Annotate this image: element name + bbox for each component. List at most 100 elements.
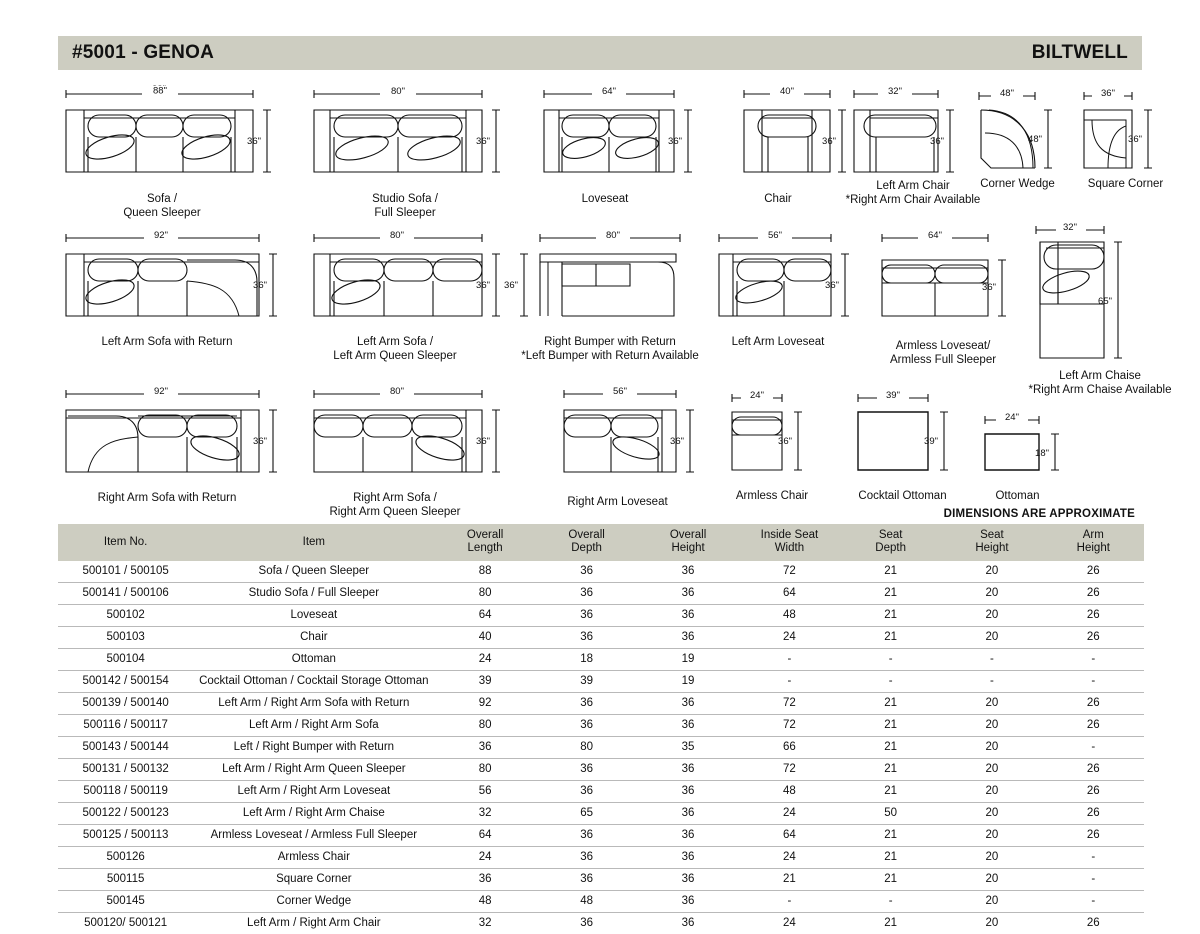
- cell-value: 20: [941, 627, 1042, 649]
- cell-value: 20: [941, 737, 1042, 759]
- cell-value: 36: [637, 561, 738, 583]
- col-header-overall-length: Overall Length: [434, 524, 535, 561]
- caption-cocktail-ottoman: Cocktail Ottoman: [840, 490, 965, 504]
- cell-item-name: Armless Loveseat / Armless Full Sleeper: [193, 825, 434, 847]
- svg-text:36": 36": [253, 436, 267, 447]
- figure-right-arm-loveseat: 56" 36": [552, 386, 702, 491]
- cell-item-no: 500122 / 500123: [58, 803, 193, 825]
- svg-text:32": 32": [1063, 222, 1077, 233]
- cell-item-no: 500104: [58, 649, 193, 671]
- title-bar: #5001 - GENOA BILTWELL: [58, 36, 1142, 70]
- cell-value: 32: [434, 913, 535, 934]
- cell-value: 21: [840, 737, 941, 759]
- cell-value: -: [941, 671, 1042, 693]
- cell-value: 21: [840, 869, 941, 891]
- figure-left-arm-sofa-with-return: 92" 36": [62, 230, 277, 335]
- cell-value: 39: [536, 671, 637, 693]
- cell-item-name: Left / Right Bumper with Return: [193, 737, 434, 759]
- cell-value: 36: [434, 737, 535, 759]
- cell-value: 36: [637, 825, 738, 847]
- cell-item-name: Left Arm / Right Arm Chaise: [193, 803, 434, 825]
- caption-left-arm-sofa-with-return: Left Arm Sofa with Return: [62, 336, 272, 350]
- svg-text:24": 24": [1005, 412, 1019, 423]
- cell-value: 19: [637, 671, 738, 693]
- cell-value: 92: [434, 693, 535, 715]
- cell-value: -: [1043, 737, 1144, 759]
- cell-item-name: Square Corner: [193, 869, 434, 891]
- cell-value: 50: [840, 803, 941, 825]
- cell-value: 36: [536, 759, 637, 781]
- svg-text:36": 36": [504, 280, 518, 291]
- col-header-overall-depth: Overall Depth: [536, 524, 637, 561]
- svg-text:56": 56": [768, 230, 782, 241]
- cell-value: 36: [536, 693, 637, 715]
- cell-value: -: [739, 671, 840, 693]
- svg-text:39": 39": [886, 390, 900, 401]
- cell-value: 48: [739, 605, 840, 627]
- cell-item-name: Cocktail Ottoman / Cocktail Storage Otto…: [193, 671, 434, 693]
- cell-value: 36: [536, 561, 637, 583]
- cell-value: 39: [434, 671, 535, 693]
- svg-text:80": 80": [390, 230, 404, 241]
- cell-value: 36: [637, 759, 738, 781]
- cell-value: 26: [1043, 913, 1144, 934]
- cell-value: 80: [536, 737, 637, 759]
- cell-value: 48: [536, 891, 637, 913]
- figure-left-arm-sofa: 80" 36": [310, 230, 510, 335]
- cell-value: 64: [739, 825, 840, 847]
- specification-table: Item No. Item Overall Length Overall Dep…: [58, 524, 1144, 934]
- cell-value: 48: [739, 781, 840, 803]
- cell-value: 21: [840, 627, 941, 649]
- figure-loveseat: 64" 36": [540, 86, 705, 191]
- cell-value: 80: [434, 759, 535, 781]
- cell-item-name: Left Arm / Right Arm Sofa: [193, 715, 434, 737]
- cell-value: 72: [739, 693, 840, 715]
- cell-value: 72: [739, 759, 840, 781]
- cell-value: 36: [637, 627, 738, 649]
- cell-value: 26: [1043, 759, 1144, 781]
- cell-value: 36: [536, 869, 637, 891]
- svg-text:48": 48": [1028, 134, 1042, 145]
- cell-value: 64: [739, 583, 840, 605]
- cell-value: 21: [840, 781, 941, 803]
- cell-value: 36: [637, 781, 738, 803]
- cell-item-name: Chair: [193, 627, 434, 649]
- caption-square-corner: Square Corner: [1068, 178, 1183, 192]
- cell-value: 36: [637, 891, 738, 913]
- cell-item-no: 500118 / 500119: [58, 781, 193, 803]
- model-title: #5001 - GENOA: [72, 42, 214, 64]
- cell-value: -: [739, 891, 840, 913]
- figure-right-arm-sofa-with-return: 92" 36": [62, 386, 277, 491]
- figure-armless-loveseat: 64" 36": [878, 230, 1023, 335]
- cell-value: 40: [434, 627, 535, 649]
- caption-right-bumper-with-return: Right Bumper with Return *Left Bumper wi…: [505, 336, 715, 363]
- svg-text:36": 36": [778, 436, 792, 447]
- cell-item-no: 500139 / 500140: [58, 693, 193, 715]
- col-header-arm-height: Arm Height: [1043, 524, 1144, 561]
- cell-item-no: 500145: [58, 891, 193, 913]
- cell-value: 20: [941, 781, 1042, 803]
- cell-value: 26: [1043, 803, 1144, 825]
- cell-item-no: 500115: [58, 869, 193, 891]
- cell-value: 26: [1043, 693, 1144, 715]
- cell-value: -: [1043, 847, 1144, 869]
- cell-value: 20: [941, 825, 1042, 847]
- figure-right-bumper-with-return: 80" 36": [510, 230, 710, 335]
- caption-left-arm-sofa: Left Arm Sofa / Left Arm Queen Sleeper: [300, 336, 490, 363]
- cell-item-name: Left Arm / Right Arm Queen Sleeper: [193, 759, 434, 781]
- col-header-item: Item: [193, 524, 434, 561]
- cell-item-name: Sofa / Queen Sleeper: [193, 561, 434, 583]
- diagram-area: • 88" 88" 36" Sofa / Queen Sleep: [0, 78, 1200, 518]
- cell-item-name: Left Arm / Right Arm Sofa with Return: [193, 693, 434, 715]
- cell-value: 24: [739, 627, 840, 649]
- cell-value: 32: [434, 803, 535, 825]
- cell-value: 36: [536, 847, 637, 869]
- cell-item-no: 500141 / 500106: [58, 583, 193, 605]
- cell-value: 21: [840, 693, 941, 715]
